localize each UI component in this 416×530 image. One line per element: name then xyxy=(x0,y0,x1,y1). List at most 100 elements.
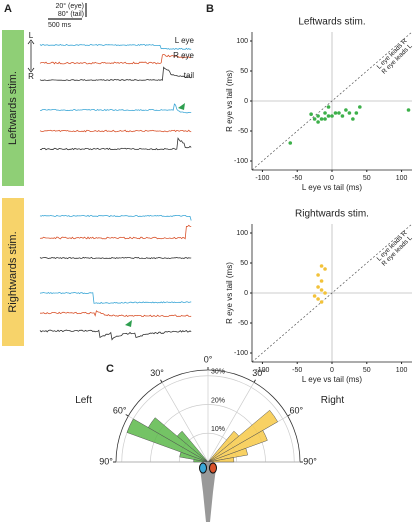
angle-tick-label: 30° xyxy=(150,368,164,378)
wedge xyxy=(126,418,209,463)
point xyxy=(354,111,359,115)
diagonal xyxy=(251,31,413,171)
trace xyxy=(39,329,192,341)
point xyxy=(319,279,324,283)
trace xyxy=(39,129,192,133)
angle-tick xyxy=(287,414,291,417)
y-tick-label: 100 xyxy=(236,38,248,45)
x-tick-label: 50 xyxy=(363,175,371,182)
wedge xyxy=(207,457,235,463)
chart-title: Rightwards stim. xyxy=(295,209,369,220)
wedge xyxy=(207,409,279,463)
point xyxy=(351,117,355,121)
angle-tick-label: 90° xyxy=(99,456,113,466)
axis-label: R xyxy=(28,72,34,81)
angle-tick-label: 60° xyxy=(113,405,127,415)
point xyxy=(288,141,293,145)
axis-label: L xyxy=(29,31,34,40)
outer-circle xyxy=(115,369,301,463)
x-axis-label: L eye vs tail (ms) xyxy=(302,183,362,192)
fish-eye xyxy=(199,462,207,474)
condition-bar xyxy=(2,30,24,186)
y-tick-label: -50 xyxy=(238,320,248,327)
diagonal xyxy=(251,223,413,363)
trace xyxy=(39,256,192,260)
y-axis-label: R eye vs tail (ms) xyxy=(225,262,234,324)
axis-arrow xyxy=(27,39,35,73)
scale-label: 500 ms xyxy=(48,22,71,29)
event-marker xyxy=(125,320,132,327)
point xyxy=(358,105,362,109)
x-axis-label: L eye vs tail (ms) xyxy=(302,375,362,384)
x-tick-label: 100 xyxy=(396,367,408,374)
trace-label: L eye xyxy=(175,36,195,45)
point xyxy=(344,108,348,112)
x-tick-label: 50 xyxy=(363,367,371,374)
y-tick-label: 0 xyxy=(244,98,248,105)
point xyxy=(316,114,320,118)
trace xyxy=(39,291,192,304)
point xyxy=(330,114,334,118)
trace xyxy=(39,224,192,240)
angle-grid xyxy=(161,382,209,463)
x-tick-label: -50 xyxy=(292,175,302,182)
fish-eye xyxy=(209,462,217,474)
angle-tick xyxy=(253,379,256,383)
trace xyxy=(39,214,192,221)
angle-grid xyxy=(207,382,255,463)
wedge xyxy=(147,417,209,463)
point xyxy=(316,120,320,124)
series-label: Right xyxy=(321,395,345,406)
wedge xyxy=(207,430,268,463)
trace xyxy=(39,103,192,114)
series-label: Left xyxy=(75,395,92,406)
angle-tick-label: 0° xyxy=(204,354,213,364)
point xyxy=(312,294,317,298)
trace xyxy=(39,66,192,81)
y-axis-label: R eye vs tail (ms) xyxy=(225,70,234,132)
trace-label: tail xyxy=(184,71,194,80)
point xyxy=(319,117,324,121)
r-tick-label: 30% xyxy=(211,369,225,376)
point xyxy=(316,297,320,301)
x-tick-label: 0 xyxy=(330,367,334,374)
chart-title: Leftwards stim. xyxy=(298,17,365,28)
x-tick-label: 0 xyxy=(330,175,334,182)
angle-tick xyxy=(125,414,129,417)
point xyxy=(326,114,331,118)
condition-label: Rightwards stim. xyxy=(7,231,19,312)
x-tick-label: 100 xyxy=(396,175,408,182)
y-tick-label: -100 xyxy=(234,350,248,357)
panel-label: B xyxy=(206,3,214,15)
point xyxy=(316,273,320,277)
scale-label: 80° (tail) xyxy=(58,10,84,18)
point xyxy=(323,291,327,295)
point xyxy=(312,117,317,121)
point xyxy=(347,111,352,115)
panel-label: A xyxy=(4,3,12,15)
angle-tick-label: 90° xyxy=(303,456,317,466)
angle-tick-label: 60° xyxy=(290,405,304,415)
scale-label: 20° (eye) xyxy=(56,2,84,10)
r-tick-label: 20% xyxy=(211,397,225,404)
wedge xyxy=(176,430,209,463)
point xyxy=(319,300,324,304)
x-tick-label: -100 xyxy=(255,175,269,182)
angle-tick xyxy=(160,379,163,383)
condition-bar xyxy=(2,198,24,346)
point xyxy=(323,111,327,115)
trace-label: R eye xyxy=(173,51,194,60)
x-tick-label: -100 xyxy=(255,367,269,374)
point xyxy=(309,112,313,116)
trace xyxy=(39,137,192,151)
y-tick-label: 100 xyxy=(236,230,248,237)
panel-label: C xyxy=(106,363,114,375)
x-tick-label: -50 xyxy=(292,367,302,374)
event-marker xyxy=(178,103,185,110)
y-tick-label: 50 xyxy=(240,260,248,267)
angle-tick-label: 30° xyxy=(252,368,266,378)
condition-label: Leftwards stim. xyxy=(7,71,19,145)
trace xyxy=(39,43,192,50)
point xyxy=(337,111,341,115)
